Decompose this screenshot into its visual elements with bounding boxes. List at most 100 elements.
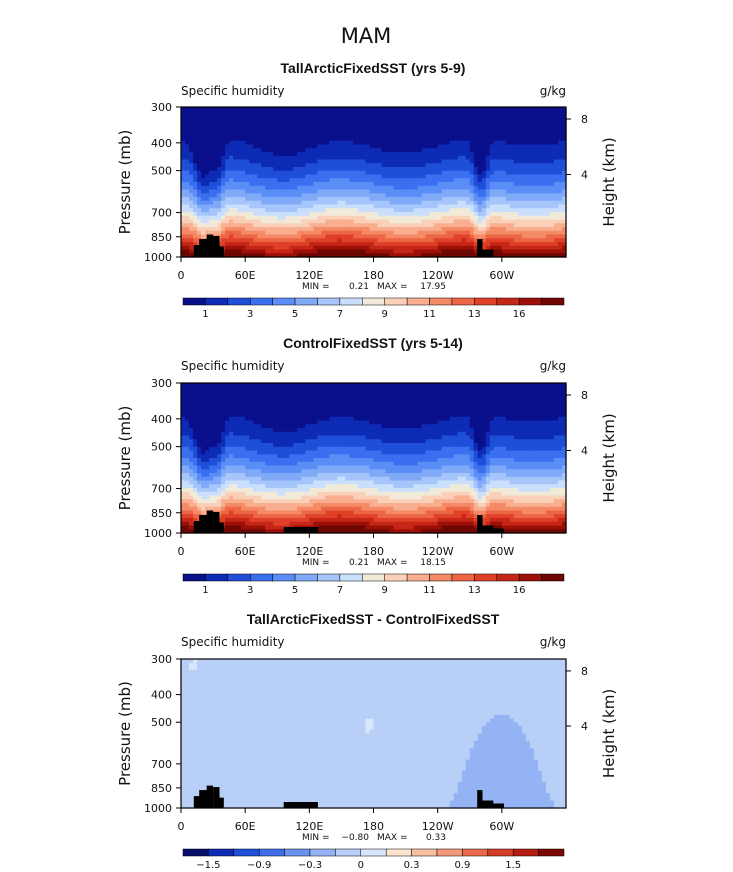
field-cell	[213, 163, 218, 168]
field-cell	[305, 170, 310, 176]
field-cell	[185, 435, 190, 440]
field-cell	[329, 152, 334, 157]
field-cell	[485, 140, 491, 146]
field-cell	[485, 245, 491, 251]
field-cell	[189, 401, 194, 407]
field-cell	[285, 107, 290, 112]
field-cell	[437, 133, 443, 138]
field-cell	[209, 152, 214, 157]
field-cell	[389, 238, 395, 243]
field-cell	[181, 510, 186, 515]
field-cell	[413, 212, 419, 217]
field-cell	[293, 137, 298, 142]
field-cell	[413, 253, 419, 258]
field-cell	[333, 114, 339, 119]
field-cell	[189, 159, 194, 164]
field-cell	[269, 439, 274, 444]
field-cell	[309, 144, 314, 149]
field-cell	[285, 401, 290, 407]
field-cell	[489, 140, 495, 146]
field-cell	[461, 110, 467, 116]
field-cell	[185, 488, 190, 493]
field-cell	[421, 125, 427, 131]
field-cell	[213, 148, 218, 153]
field-cell	[233, 223, 238, 228]
field-cell	[185, 234, 190, 239]
field-cell	[237, 152, 242, 157]
field-cell	[425, 140, 431, 146]
field-cell	[541, 107, 547, 112]
field-cell	[309, 129, 314, 134]
field-cell	[241, 208, 246, 213]
field-cell	[185, 416, 190, 422]
field-cell	[445, 208, 451, 213]
field-cell	[489, 189, 495, 194]
field-cell	[469, 170, 475, 176]
field-cell	[241, 529, 246, 534]
field-cell	[445, 212, 451, 217]
field-cell	[477, 223, 483, 228]
field-cell	[273, 122, 278, 127]
field-cell	[209, 398, 214, 403]
field-cell	[185, 503, 190, 508]
chart-panel-2: ControlFixedSST (yrs 5-14)Specific humid…	[116, 335, 618, 596]
field-cell	[449, 189, 455, 194]
field-cell	[349, 122, 355, 127]
field-cell	[433, 185, 439, 191]
field-cell	[297, 215, 302, 221]
field-cell	[209, 114, 214, 119]
field-cell	[377, 200, 383, 206]
field-cell	[537, 170, 543, 176]
field-cell	[185, 163, 190, 168]
field-cell	[245, 129, 250, 134]
field-cell	[557, 200, 563, 206]
field-cell	[213, 155, 218, 161]
field-cell	[201, 476, 206, 482]
field-cell	[365, 182, 371, 187]
field-cell	[409, 200, 415, 206]
field-cell	[253, 394, 258, 399]
field-cell	[553, 200, 559, 206]
field-cell	[373, 253, 379, 258]
field-cell	[329, 167, 334, 172]
field-cell	[421, 129, 427, 134]
field-cell	[225, 155, 230, 161]
field-cell	[517, 163, 523, 168]
field-cell	[453, 167, 459, 172]
field-cell	[225, 465, 230, 470]
field-cell	[201, 189, 206, 194]
field-cell	[245, 245, 250, 251]
field-cell	[545, 155, 551, 161]
field-cell	[513, 242, 519, 247]
y-tick-label: 700	[151, 207, 172, 220]
field-cell	[469, 185, 475, 191]
field-cell	[237, 219, 242, 224]
field-cell	[353, 167, 359, 172]
field-cell	[365, 197, 371, 202]
field-cell	[453, 185, 459, 191]
field-cell	[417, 182, 423, 187]
field-cell	[281, 383, 286, 388]
field-cell	[305, 253, 310, 258]
field-cell	[213, 413, 218, 418]
field-cell	[249, 140, 254, 146]
field-cell	[193, 110, 198, 116]
field-cell	[449, 167, 455, 172]
field-cell	[497, 122, 503, 127]
field-cell	[441, 122, 447, 127]
field-cell	[233, 461, 238, 467]
field-cell	[413, 174, 419, 179]
field-cell	[185, 137, 190, 142]
field-cell	[285, 182, 290, 187]
field-cell	[293, 140, 298, 146]
field-cell	[501, 208, 507, 213]
field-cell	[449, 215, 455, 221]
field-cell	[441, 219, 447, 224]
field-cell	[229, 197, 234, 202]
field-cell	[317, 238, 322, 243]
field-cell	[249, 204, 254, 209]
field-cell	[225, 227, 230, 232]
field-cell	[265, 122, 270, 127]
field-cell	[193, 219, 198, 224]
field-cell	[405, 107, 411, 112]
